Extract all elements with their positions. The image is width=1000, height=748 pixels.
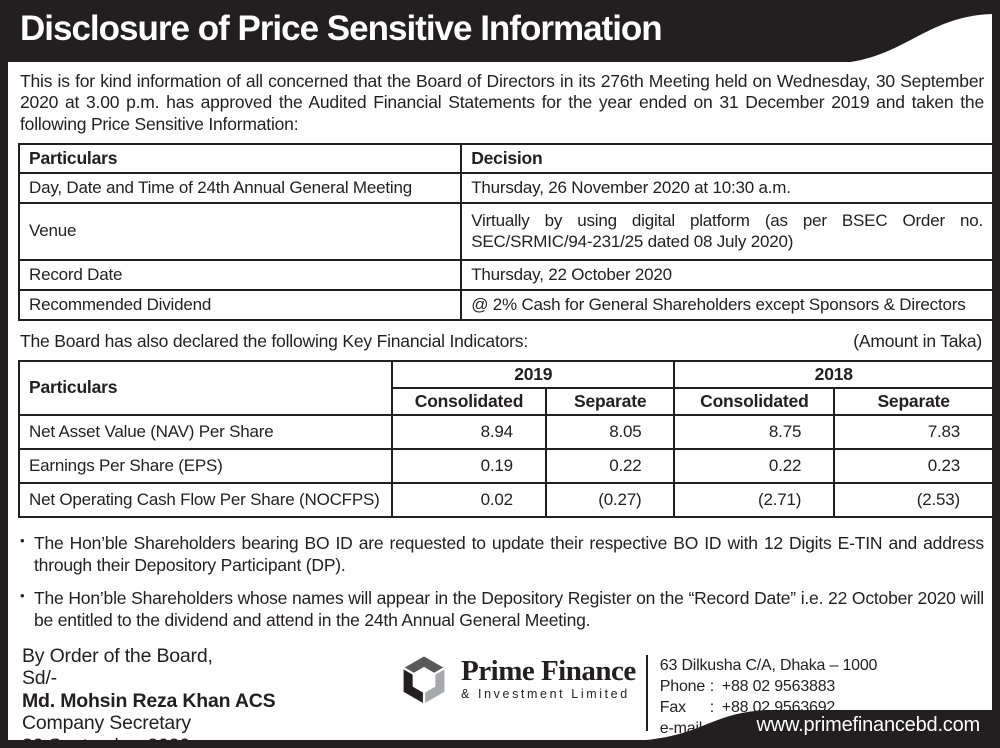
kfi-eps-label: Earnings Per Share (EPS)	[17, 447, 394, 484]
psi-header-particulars: Particulars	[17, 143, 463, 175]
kfi-eps-2018-separate: 0.23	[833, 447, 992, 484]
note-record-date-text: The Hon’ble Shareholders whose names wil…	[34, 587, 984, 630]
kfi-subheader-2019-separate: Separate	[544, 386, 676, 416]
separator: :	[709, 677, 715, 695]
kfi-nav-2018-consolidated: 8.75	[673, 413, 836, 450]
separator: :	[709, 698, 715, 716]
kfi-nav-2018-separate: 7.83	[833, 413, 992, 450]
company-name: Prime Finance	[461, 654, 636, 687]
phone-label: Phone	[659, 677, 706, 695]
kfi-header-2019: 2019	[391, 359, 676, 389]
kfi-nav-label: Net Asset Value (NAV) Per Share	[17, 413, 394, 450]
bullet-icon: •	[20, 587, 25, 603]
table-row: Net Asset Value (NAV) Per Share 8.94 8.0…	[17, 413, 992, 450]
psi-venue-value: Virtually by using digital platform (as …	[460, 202, 992, 261]
kfi-eps-2018-consolidated: 0.22	[673, 447, 836, 484]
kfi-nocfps-2018-separate: (2.53)	[833, 481, 992, 518]
note-record-date: • The Hon’ble Shareholders whose names wi…	[20, 587, 984, 631]
intro-paragraph: This is for kind information of all conc…	[20, 71, 984, 134]
shareholder-notes: • The Hon’ble Shareholders bearing BO ID …	[20, 532, 984, 631]
table-row: Earnings Per Share (EPS) 0.19 0.22 0.22 …	[17, 447, 992, 484]
kfi-header-particulars: Particulars	[17, 359, 394, 416]
page-title: Disclosure of Price Sensitive Informatio…	[20, 9, 663, 48]
psi-dividend-value: @ 2% Cash for General Shareholders excep…	[460, 288, 992, 321]
note-bo-id: • The Hon’ble Shareholders bearing BO ID …	[20, 532, 984, 576]
footer-divider	[645, 654, 648, 731]
company-name-block: Prime Finance & Investment Limited	[461, 653, 636, 701]
psi-record-date-label: Record Date	[17, 258, 463, 291]
kfi-year-header-row: Particulars 2019 2018	[17, 359, 992, 416]
company-subtitle: & Investment Limited	[461, 686, 630, 701]
website-url: www.primefinancebd.com	[756, 714, 981, 736]
signature-sd-line: Sd/-	[22, 667, 57, 690]
signature-order-line: By Order of the Board,	[22, 644, 213, 667]
psi-venue-label: Venue	[17, 202, 463, 261]
header-bar: Disclosure of Price Sensitive Informatio…	[8, 0, 992, 62]
kfi-nocfps-2018-consolidated: (2.71)	[673, 481, 836, 518]
kfi-caption-line: The Board has also declared the followin…	[20, 331, 982, 352]
table-row: Recommended Dividend @ 2% Cash for Gener…	[17, 288, 992, 321]
company-phone-line: Phone : +88 02 9563883	[660, 676, 986, 697]
bullet-icon: •	[20, 532, 25, 548]
company-address: 63 Dilkusha C/A, Dhaka – 1000	[659, 656, 878, 674]
secretary-name: Md. Mohsin Reza Khan ACS	[22, 689, 276, 712]
table-row: Day, Date and Time of 24th Annual Genera…	[17, 172, 992, 205]
psi-table: Particulars Decision Day, Date and Time …	[17, 143, 992, 321]
kfi-header-2018: 2018	[673, 359, 992, 389]
psi-header-decision: Decision	[460, 143, 992, 175]
kfi-nav-2019-separate: 8.05	[544, 413, 676, 450]
phone-number: +88 02 9563883	[721, 677, 836, 695]
table-row: Net Operating Cash Flow Per Share (NOCFP…	[17, 481, 992, 518]
table-header-row: Particulars Decision	[17, 143, 992, 175]
signature-block: By Order of the Board, Sd/- Md. Mohsin R…	[22, 644, 397, 748]
psi-record-date-value: Thursday, 22 October 2020	[460, 258, 992, 291]
kfi-subheader-row: Consolidated Separate Consolidated Separ…	[19, 386, 992, 416]
kfi-nav-2019-consolidated: 8.94	[391, 413, 547, 450]
fax-label: Fax	[659, 698, 686, 716]
kfi-table: Particulars 2019 2018 Consolidated Separ…	[17, 359, 992, 518]
company-logo-block: Prime Finance & Investment Limited	[397, 645, 644, 707]
psi-agm-value: Thursday, 26 November 2020 at 10:30 a.m.	[460, 172, 992, 205]
website-bar: www.primefinancebd.com	[8, 710, 992, 740]
psi-dividend-label: Recommended Dividend	[17, 288, 463, 321]
kfi-nocfps-2019-consolidated: 0.02	[391, 481, 547, 518]
prime-finance-logo-icon	[400, 653, 448, 707]
kfi-subheader-2018-consolidated: Consolidated	[673, 386, 836, 416]
header-swoosh-shape	[8, 0, 992, 62]
kfi-subheader-2019-consolidated: Consolidated	[391, 386, 547, 416]
table-row: Venue Virtually by using digital platfor…	[17, 202, 992, 261]
kfi-nocfps-label: Net Operating Cash Flow Per Share (NOCFP…	[17, 481, 394, 518]
amount-unit-note: (Amount in Taka)	[853, 330, 982, 351]
kfi-intro-text: The Board has also declared the followin…	[20, 330, 529, 351]
kfi-nocfps-2019-separate: (0.27)	[544, 481, 676, 518]
note-bo-id-text: The Hon’ble Shareholders bearing BO ID a…	[34, 532, 984, 575]
table-row: Record Date Thursday, 22 October 2020	[17, 258, 992, 291]
psi-agm-label: Day, Date and Time of 24th Annual Genera…	[17, 172, 463, 205]
signature-date: 30 September 2020	[22, 734, 190, 748]
website-swoosh-shape	[646, 710, 992, 740]
kfi-eps-2019-consolidated: 0.19	[391, 447, 547, 484]
secretary-title: Company Secretary	[22, 712, 191, 735]
kfi-subheader-2018-separate: Separate	[833, 386, 992, 416]
kfi-eps-2019-separate: 0.22	[544, 447, 676, 484]
